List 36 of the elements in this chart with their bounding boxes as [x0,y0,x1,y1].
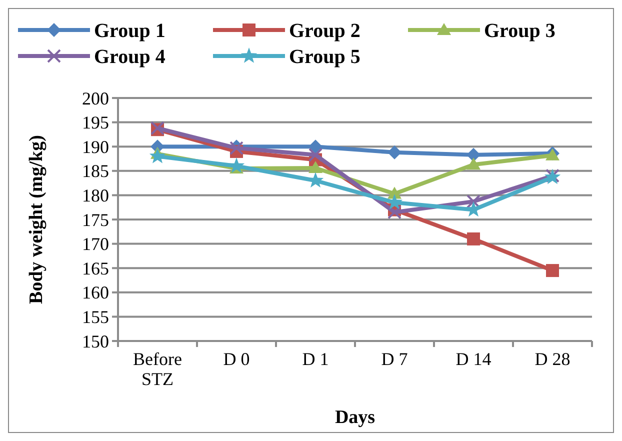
legend-label: Group 4 [94,46,166,68]
x-tick-label: D 7 [381,349,408,369]
y-tick-label: 195 [82,112,109,133]
y-tick-label: 170 [82,234,109,254]
y-tick-label: 200 [82,88,109,108]
y-tick-label: 175 [82,210,109,230]
x-tick-label: D 28 [534,349,570,369]
legend-label: Group 1 [94,20,166,42]
point [228,158,245,173]
point [308,140,322,154]
legend-label: Group 3 [484,20,556,42]
y-tick-label: 160 [82,282,109,303]
x-tick-label: D 0 [223,349,250,369]
point [466,194,480,209]
y-tick-label: 190 [82,136,109,157]
point [546,264,559,278]
y-tick-label: 180 [82,186,109,206]
point [388,145,402,160]
legend-label: Group 5 [289,46,360,68]
y-tick-label: 155 [82,307,109,327]
point [467,232,480,246]
point [308,148,322,162]
point [466,148,480,162]
y-tick-label: 185 [82,161,109,182]
y-axis-title: Body weight (mg/kg) [26,135,47,304]
point [388,205,402,220]
y-tick-label: 150 [82,331,109,352]
x-axis-title: Days [334,407,376,428]
x-tick-label: D 1 [302,349,329,369]
point [308,160,322,173]
point [149,148,166,164]
x-tick-label: D 14 [456,349,492,369]
legend-label: Group 2 [289,20,360,42]
y-tick-label: 165 [82,258,109,278]
x-tick-label: Before STZ [133,349,182,389]
point [466,158,480,170]
